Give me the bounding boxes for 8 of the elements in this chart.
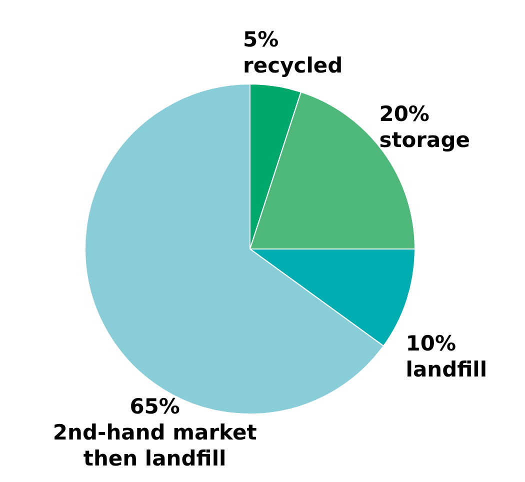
data-label: 20% <box>379 102 430 126</box>
data-label: 5% <box>243 27 279 52</box>
slice-label: recycled <box>243 53 343 78</box>
slice-label: 2nd-hand market then landfill <box>52 420 257 470</box>
slice-label: landfill <box>406 357 488 382</box>
slice-label: storage <box>379 128 470 152</box>
data-label: 10% <box>406 331 456 356</box>
data-label: 65% <box>130 394 180 418</box>
